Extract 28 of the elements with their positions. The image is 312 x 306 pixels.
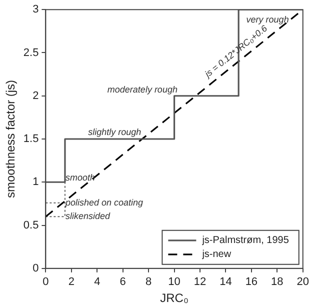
x-tick-label: 12 — [194, 276, 206, 288]
x-tick-label: 18 — [271, 276, 284, 288]
annotation: slikensided — [65, 211, 112, 222]
y-tick-label: 2.5 — [23, 46, 39, 59]
y-tick-label: 1 — [32, 176, 39, 188]
x-tick-label: 0 — [42, 276, 49, 288]
x-tick-label: 8 — [146, 276, 152, 288]
x-tick-label: 16 — [245, 276, 258, 288]
y-axis-title: smoothness factor (js) — [4, 80, 18, 198]
legend-label: js-new — [201, 249, 232, 260]
annotation: slightly rough — [88, 127, 142, 138]
y-tick-label: 0 — [32, 262, 39, 274]
y-tick-label: 3 — [32, 4, 39, 16]
x-tick-label: 4 — [94, 276, 100, 288]
annotation: moderately rough — [107, 84, 178, 94]
x-tick-label: 14 — [220, 276, 232, 288]
y-tick-label: 2 — [32, 90, 39, 102]
annotation: smooth — [65, 172, 96, 182]
x-tick-label: 20 — [296, 276, 310, 288]
x-tick-label: 10 — [168, 276, 180, 288]
y-tick-label: 1.5 — [23, 133, 39, 146]
legend-label: js-Palmstrøm, 1995 — [201, 235, 290, 246]
y-tick-label: 0.5 — [23, 219, 39, 232]
annotation: very rough — [246, 14, 289, 24]
x-axis-title: JRC₀ — [160, 291, 188, 306]
x-tick-label: 6 — [120, 276, 126, 288]
x-tick-label: 2 — [68, 276, 74, 288]
annotation: polished on coating — [64, 197, 144, 208]
